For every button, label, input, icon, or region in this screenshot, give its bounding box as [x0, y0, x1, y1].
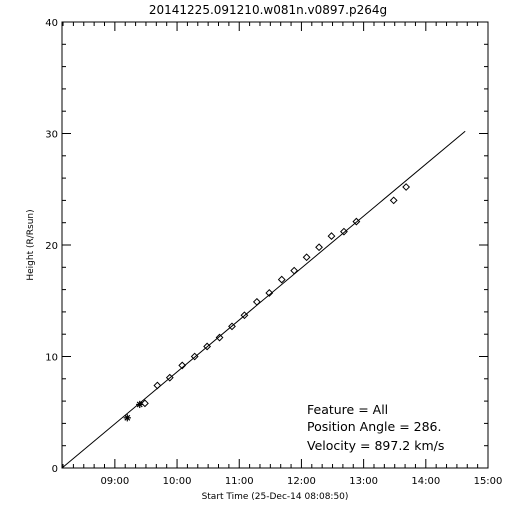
data-points [123, 183, 411, 422]
x-tick-label: 10:00 [163, 476, 192, 487]
chart-title: 20141225.091210.w081n.v0897.p264g [149, 3, 387, 17]
diamond-point [340, 227, 348, 236]
diamond-point [290, 266, 299, 275]
y-tick-labels: 0 10 20 30 40 [45, 18, 58, 475]
diamond-point [352, 217, 361, 226]
x-tick-label: 11:00 [225, 476, 254, 487]
y-tick-label: 30 [45, 130, 58, 141]
legend-feature: Feature = All [307, 402, 388, 417]
diamond-point [252, 297, 261, 306]
asterisk-point [136, 400, 144, 409]
diamond-point [215, 333, 224, 342]
y-tick-label: 40 [45, 18, 58, 29]
legend-velocity: Velocity = 897.2 km/s [307, 438, 444, 453]
y-tick-label: 10 [45, 353, 58, 364]
x-axis-label: Start Time (25-Dec-14 08:08:50) [202, 492, 349, 502]
diamond-point [315, 243, 323, 252]
fit-line-layer [61, 130, 466, 469]
diamond-point [240, 311, 249, 320]
x-tick-label: 09:00 [100, 476, 129, 487]
diamond-point [389, 196, 398, 205]
diamond-point [327, 232, 336, 240]
diamond-point [153, 381, 162, 390]
y-tick-label: 0 [52, 464, 58, 475]
x-tick-label: 14:00 [411, 476, 440, 487]
y-axis-label: Height (R/Rsun) [26, 209, 36, 280]
asterisk-point [123, 414, 131, 422]
x-tick-label: 15:00 [474, 476, 503, 487]
diamond-point [190, 352, 199, 361]
diamond-point [203, 342, 212, 351]
diamond-point [178, 361, 187, 370]
diamond-point [228, 322, 236, 331]
diamond-point [402, 183, 411, 191]
x-tick-label: 12:00 [287, 476, 316, 487]
diamond-point [165, 373, 174, 382]
diamond-point [141, 399, 149, 408]
x-tick-labels: 09:00 10:00 11:00 12:00 13:00 14:00 15:00 [100, 476, 502, 487]
diamond-point [277, 275, 286, 284]
diamond-point [302, 253, 311, 262]
x-tick-label: 13:00 [349, 476, 378, 487]
axis-ticks [62, 21, 489, 469]
fit-line [61, 130, 466, 469]
legend-position-angle: Position Angle = 286. [307, 419, 441, 434]
y-tick-label: 20 [45, 241, 58, 252]
diamond-point [265, 289, 274, 297]
